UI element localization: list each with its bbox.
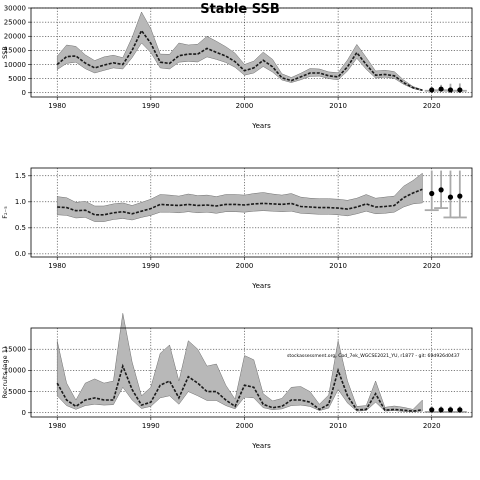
- figure-title: Stable SSB: [200, 2, 280, 17]
- forecast-point: [447, 194, 454, 200]
- y-axis-title: Recruits (age 1): [1, 347, 9, 399]
- y-tick-label: 10000: [4, 367, 26, 375]
- x-tick-label: 2020: [423, 102, 441, 110]
- forecast-point: [457, 87, 463, 93]
- x-axis-title: Years: [251, 122, 271, 130]
- forecast-point: [438, 86, 444, 92]
- y-axis-title: SSB: [1, 46, 9, 59]
- y-tick-label: 0.5: [15, 224, 26, 232]
- x-tick-label: 1980: [48, 422, 66, 430]
- forecast-point: [438, 407, 444, 413]
- x-tick-label: 2010: [329, 102, 347, 110]
- estimate-line: [56, 29, 423, 91]
- y-tick-label: 10000: [4, 61, 26, 69]
- forecast-point: [447, 87, 454, 93]
- estimate-line: [57, 188, 423, 216]
- x-tick-label: 2010: [329, 422, 347, 430]
- x-tick-label: 1980: [48, 262, 66, 270]
- x-tick-label: 1990: [142, 422, 160, 430]
- confidence-band: [56, 11, 423, 92]
- confidence-band: [56, 313, 423, 413]
- forecast-point: [429, 407, 435, 413]
- y-axis-title: F₂₋₅: [1, 206, 9, 219]
- y-tick-label: 0: [22, 409, 26, 417]
- y-tick-label: 20000: [4, 33, 26, 41]
- x-tick-label: 2020: [423, 422, 441, 430]
- x-tick-label: 1980: [48, 102, 66, 110]
- watermark-text: stockassessment.org, Cod_7ek_WGCSE2021_Y…: [287, 353, 460, 359]
- x-axis-title: Years: [251, 442, 271, 450]
- forecast-point: [447, 407, 454, 413]
- panels: 1980 1990 2000 2010 202005000100001500020000…: [1, 4, 473, 450]
- x-tick-label: 2000: [236, 422, 254, 430]
- x-tick-label: 1990: [142, 262, 160, 270]
- forecast-point: [429, 87, 435, 93]
- x-tick-label: 1990: [142, 102, 160, 110]
- x-tick-label: 2000: [236, 102, 254, 110]
- panel-3: 1980 1990 2000 2010 2020 0 5000 10000 15000 Years…: [1, 313, 473, 450]
- forecast-point: [457, 193, 463, 199]
- y-tick-label: 5000: [8, 75, 26, 83]
- panel-1: 1980 1990 2000 2010 2020 0 5000 10000 15000 20000…: [1, 4, 473, 130]
- forecast-point: [429, 190, 435, 197]
- y-tick-label: 0.0: [15, 250, 26, 258]
- panel-2: 1980 1990 2000 2010 2020 0.0 0.5 1.0 1.5 Years F₂₋…: [1, 167, 473, 290]
- plot-frame: [30, 7, 473, 98]
- y-tick-label: 1.5: [15, 172, 26, 180]
- x-tick-label: 2020: [423, 262, 441, 270]
- estimate-line: [56, 363, 423, 412]
- x-tick-label: 2000: [236, 262, 254, 270]
- y-tick-label: 1.0: [15, 198, 26, 206]
- plot-frame: [30, 327, 473, 418]
- y-tick-label: 5000: [8, 388, 26, 396]
- y-tick-label: 25000: [4, 18, 26, 26]
- y-tick-label: 0: [22, 89, 26, 97]
- confidence-band: [56, 172, 423, 222]
- x-tick-label: 2010: [329, 262, 347, 270]
- plot-frame: [30, 167, 473, 258]
- y-tick-label: 15000: [4, 345, 26, 353]
- forecast-point: [438, 187, 444, 193]
- y-tick-label: 30000: [4, 4, 26, 12]
- x-axis-title: Years: [251, 282, 271, 290]
- forecast-point: [457, 407, 463, 413]
- y-tick-label: 15000: [4, 47, 26, 55]
